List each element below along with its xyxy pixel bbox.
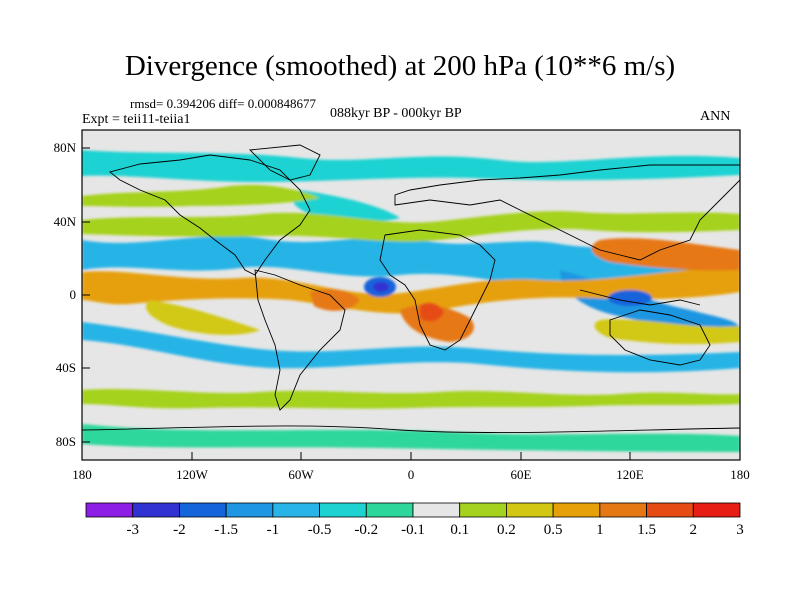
colorbar-swatch (85, 502, 134, 518)
colorbar-label: 2 (689, 522, 698, 538)
coastline (579, 289, 701, 306)
colorbar-swatch (179, 502, 227, 518)
colorbar-label: -2 (173, 522, 186, 538)
coastline (109, 154, 311, 276)
colorbar-label: -0.5 (307, 522, 332, 538)
lat-tick-label: 80N (53, 140, 76, 155)
colorbar-swatch (646, 502, 694, 518)
colorbar-label: -1 (266, 522, 280, 538)
lat-tick-label: 0 (69, 287, 77, 302)
colorbar-swatch (272, 502, 320, 518)
colorbar-label: -0.1 (401, 522, 425, 538)
lon-tick-label: 60W (288, 467, 314, 482)
field-blob (373, 282, 389, 292)
field-blob (82, 266, 740, 314)
field-blob (146, 300, 260, 335)
field-blob (420, 302, 444, 322)
field-blob (82, 184, 320, 207)
colorbar (85, 502, 741, 518)
lon-tick-label: 60E (510, 467, 532, 482)
lon-tick-label: 180 (72, 467, 92, 482)
colorbar-swatch (552, 502, 601, 518)
field-blob (591, 238, 740, 271)
lat-tick-label: 80S (55, 434, 76, 449)
rmsd-diff-stats: rmsd= 0.394206 diff= 0.000848677 (130, 96, 316, 111)
coastlines (82, 144, 740, 434)
field-blob (608, 290, 652, 306)
colorbar-label: 3 (736, 522, 744, 538)
colorbar-label: 0.1 (450, 522, 470, 538)
colorbar-swatch (692, 502, 741, 518)
field-blob (82, 389, 740, 409)
colorbar-label: -3 (126, 522, 139, 538)
colorbar-swatch (459, 502, 507, 518)
lat-tick-label: 40S (55, 360, 76, 375)
colorbar-label: 1.5 (637, 522, 656, 538)
coastline (249, 144, 321, 181)
field-blob (594, 319, 740, 345)
plot-title: Divergence (smoothed) at 200 hPa (10**6 … (124, 50, 676, 82)
season-label: ANN (700, 109, 731, 124)
period-label: 088kyr BP - 000kyr BP (330, 106, 462, 121)
field-blob (82, 211, 740, 242)
coastline (394, 164, 740, 261)
colorbar-label: 1 (596, 522, 604, 538)
colorbar-label: -1.5 (214, 522, 239, 538)
colorbar-label: -0.2 (354, 522, 379, 538)
colorbar-swatch (319, 502, 367, 518)
colorbar-swatch (412, 502, 461, 518)
lon-tick-label: 120E (616, 467, 644, 482)
coastline (254, 269, 346, 411)
lon-tick-label: 0 (407, 467, 415, 482)
colorbar-swatch (506, 502, 554, 518)
divergence-field (82, 150, 740, 452)
lon-tick-label: 120W (176, 467, 208, 482)
coastline (379, 229, 496, 351)
colorbar-label: 0.5 (543, 522, 563, 538)
lon-tick-label: 180 (730, 467, 750, 482)
colorbar-swatch (225, 502, 274, 518)
colorbar-label: 0.2 (497, 522, 516, 538)
lat-tick-label: 40N (53, 214, 76, 229)
colorbar-swatch (599, 502, 647, 518)
field-blob (400, 304, 474, 342)
map-ticks (81, 147, 741, 460)
field-blob (82, 150, 740, 182)
colorbar-swatch (365, 502, 414, 518)
field-blob (82, 424, 740, 452)
coastline (609, 309, 711, 366)
colorbar-swatch (132, 502, 180, 518)
experiment-label: Expt = teii11-teiia1 (82, 112, 191, 127)
field-blob (82, 322, 740, 373)
coastline (82, 425, 740, 434)
